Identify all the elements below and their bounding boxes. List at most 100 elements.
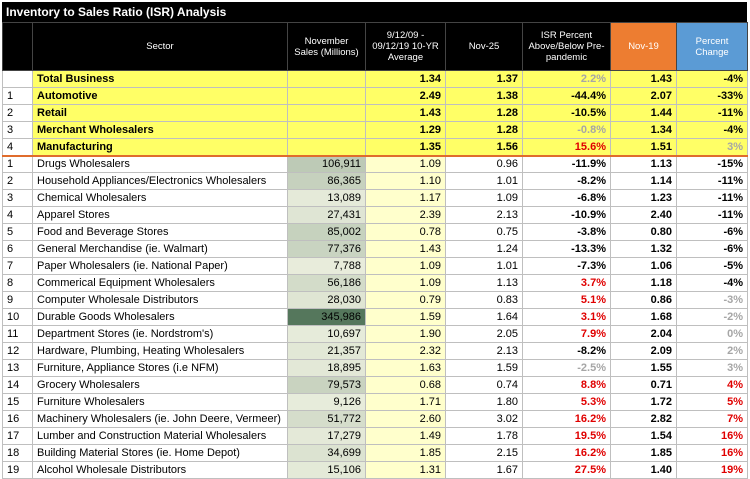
sector-cell: Hardware, Plumbing, Heating Wholesalers [32,342,288,360]
avg-cell: 1.43 [365,104,446,122]
nov25-cell: 2.13 [445,342,523,360]
nov19-cell: 2.04 [610,325,677,343]
change-cell: 3% [676,138,748,157]
row-index: 3 [2,189,33,207]
header-row: Sector November Sales (Millions) 9/12/09 -… [2,22,748,71]
avg-cell: 0.68 [365,376,446,394]
change-cell: 4% [676,376,748,394]
nov25-cell: 1.28 [445,104,523,122]
avg-cell: 1.59 [365,308,446,326]
nov19-cell: 1.32 [610,240,677,258]
sector-cell: Automotive [32,87,288,105]
header-cell: November Sales (Millions) [287,22,366,71]
nov19-cell: 1.34 [610,121,677,139]
row-index: 10 [2,308,33,326]
nov19-cell: 0.86 [610,291,677,309]
avg-cell: 1.63 [365,359,446,377]
change-cell: 16% [676,444,748,462]
nov25-cell: 1.59 [445,359,523,377]
sales-cell: 15,106 [287,461,366,479]
change-cell: -5% [676,257,748,275]
table-row: 3 Chemical Wholesalers 13,089 1.17 1.09 -6.8%… [2,189,748,207]
sales-cell [287,138,366,157]
isr-cell: -6.8% [522,189,611,207]
sector-cell: Drugs Wholesalers [32,155,288,173]
avg-cell: 1.85 [365,444,446,462]
nov25-cell: 1.67 [445,461,523,479]
table-row: 15 Furniture Wholesalers 9,126 1.71 1.80 5.3%… [2,393,748,411]
sector-cell: Merchant Wholesalers [32,121,288,139]
sales-cell: 51,772 [287,410,366,428]
nov19-cell: 1.43 [610,70,677,88]
sector-cell: Lumber and Construction Material Wholesa… [32,427,288,445]
isr-cell: -8.2% [522,342,611,360]
nov25-cell: 1.09 [445,189,523,207]
nov19-cell: 1.14 [610,172,677,190]
isr-cell: -11.9% [522,155,611,173]
nov25-cell: 1.80 [445,393,523,411]
nov25-cell: 1.37 [445,70,523,88]
table-row: 9 Computer Wholesale Distributors 28,030 0.… [2,291,748,309]
sector-cell: Furniture Wholesalers [32,393,288,411]
isr-cell: -13.3% [522,240,611,258]
row-index: 6 [2,240,33,258]
row-index: 14 [2,376,33,394]
isr-cell: -7.3% [522,257,611,275]
sector-cell: Paper Wholesalers (ie. National Paper) [32,257,288,275]
isr-cell: 7.9% [522,325,611,343]
nov25-cell: 1.01 [445,172,523,190]
header-cell: Nov-19 [610,22,677,71]
sector-cell: Grocery Wholesalers [32,376,288,394]
table-row: 8 Commerical Equipment Wholesalers 56,186 1… [2,274,748,292]
avg-cell: 1.29 [365,121,446,139]
sales-cell: 28,030 [287,291,366,309]
sector-cell: Apparel Stores [32,206,288,224]
change-cell: -15% [676,155,748,173]
avg-cell: 2.32 [365,342,446,360]
sales-cell: 34,699 [287,444,366,462]
sector-cell: Alcohol Wholesale Distributors [32,461,288,479]
row-index: 9 [2,291,33,309]
table-row: Total Business 1.34 1.37 2.2% 1.43 -4% [2,70,748,88]
sales-cell [287,121,366,139]
nov19-cell: 0.71 [610,376,677,394]
table-row: 14 Grocery Wholesalers 79,573 0.68 0.74 8.8% 0… [2,376,748,394]
sales-cell: 18,895 [287,359,366,377]
avg-cell: 1.09 [365,257,446,275]
change-cell: -4% [676,70,748,88]
header-cell: Sector [32,22,288,71]
avg-cell: 1.35 [365,138,446,157]
sector-cell: Food and Beverage Stores [32,223,288,241]
row-index: 1 [2,87,33,105]
sales-cell: 106,911 [287,155,366,173]
isr-cell: -10.5% [522,104,611,122]
sales-cell: 345,986 [287,308,366,326]
table-row: 10 Durable Goods Wholesalers 345,986 1.59 1.… [2,308,748,326]
avg-cell: 1.49 [365,427,446,445]
change-cell: -4% [676,121,748,139]
nov25-cell: 1.24 [445,240,523,258]
nov19-cell: 1.51 [610,138,677,157]
table-row: 12 Hardware, Plumbing, Heating Wholesaler… [2,342,748,360]
header-cell: ISR Percent Above/Below Pre-pandemic [522,22,611,71]
change-cell: 3% [676,359,748,377]
sales-cell: 79,573 [287,376,366,394]
sector-cell: Chemical Wholesalers [32,189,288,207]
nov25-cell: 1.13 [445,274,523,292]
change-cell: 2% [676,342,748,360]
sales-cell [287,70,366,88]
sales-cell: 10,697 [287,325,366,343]
isr-cell: 16.2% [522,410,611,428]
row-index: 1 [2,155,33,173]
table-row: 1 Drugs Wholesalers 106,911 1.09 0.96 -11.9% 1… [2,155,748,173]
row-index: 13 [2,359,33,377]
sector-cell: Durable Goods Wholesalers [32,308,288,326]
isr-cell: 16.2% [522,444,611,462]
table-row: 17 Lumber and Construction Material Whole… [2,427,748,445]
sales-cell: 21,357 [287,342,366,360]
change-cell: 5% [676,393,748,411]
sector-cell: Household Appliances/Electronics Wholesa… [32,172,288,190]
avg-cell: 2.39 [365,206,446,224]
avg-cell: 1.34 [365,70,446,88]
